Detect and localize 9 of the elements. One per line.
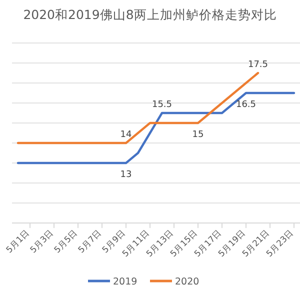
data-label: 14 xyxy=(120,130,132,140)
chart-title: 2020和2019佛山8两上加州鲈价格走势对比 xyxy=(23,7,277,22)
data-label: 15.5 xyxy=(152,100,172,110)
legend-label: 2019 xyxy=(113,276,138,288)
data-label: 15 xyxy=(192,130,204,140)
data-label: 13 xyxy=(120,170,132,180)
data-label: 17.5 xyxy=(248,60,268,70)
data-label: 16.5 xyxy=(236,100,256,110)
legend-label: 2020 xyxy=(175,276,200,288)
